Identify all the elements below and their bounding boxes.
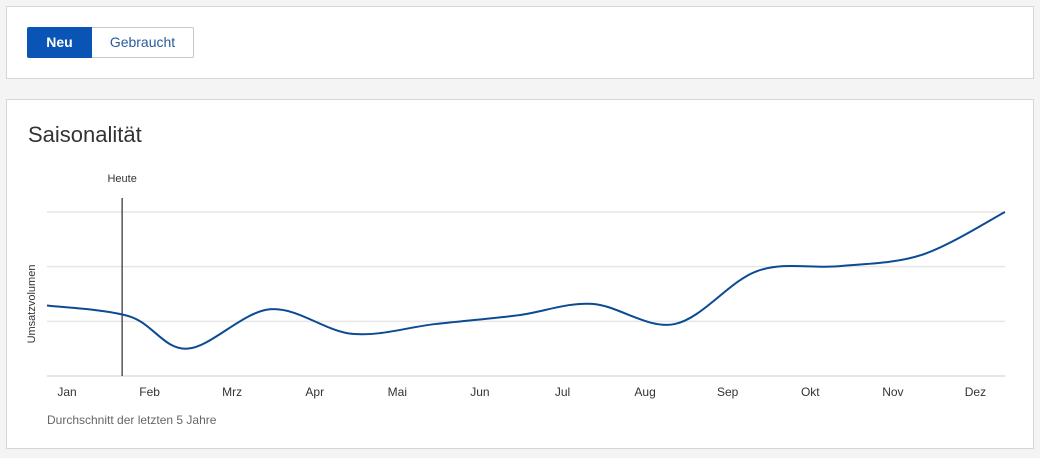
- seasonality-panel: Saisonalität Heute Jan Feb Mrz Apr Mai Jun Jul…: [6, 99, 1034, 449]
- chart-title: Saisonalität: [28, 122, 142, 147]
- x-tick-label: Jun: [470, 385, 489, 399]
- x-tick-label: Feb: [139, 385, 160, 399]
- x-tick-label: Sep: [717, 385, 739, 399]
- today-marker: Heute: [107, 173, 137, 376]
- grid-lines: [47, 211, 1005, 377]
- toggle-used-button[interactable]: Gebraucht: [92, 27, 194, 58]
- seasonality-chart: Heute Jan Feb Mrz Apr Mai Jun Jul Aug Sep Okt Nov D…: [26, 173, 1006, 399]
- x-tick-label: Dez: [965, 385, 986, 399]
- condition-toggle: Neu Gebraucht: [27, 27, 194, 58]
- x-tick-label: Apr: [305, 385, 324, 399]
- x-tick-label: Okt: [801, 385, 820, 399]
- y-axis-label: Umsatzvolumen: [26, 265, 38, 344]
- x-tick-label: Mrz: [222, 385, 242, 399]
- x-axis-ticks: Jan Feb Mrz Apr Mai Jun Jul Aug Sep Okt Nov Dez: [57, 385, 986, 399]
- today-marker-label: Heute: [107, 173, 136, 185]
- toggle-new-button[interactable]: Neu: [27, 27, 92, 58]
- x-tick-label: Mai: [388, 385, 407, 399]
- x-tick-label: Jan: [57, 385, 76, 399]
- x-tick-label: Jul: [555, 385, 570, 399]
- x-tick-label: Nov: [882, 385, 903, 399]
- chart-footnote: Durchschnitt der letzten 5 Jahre: [47, 413, 217, 427]
- x-tick-label: Aug: [634, 385, 655, 399]
- series-line: [46, 211, 1006, 350]
- condition-panel: Neu Gebraucht: [6, 6, 1034, 79]
